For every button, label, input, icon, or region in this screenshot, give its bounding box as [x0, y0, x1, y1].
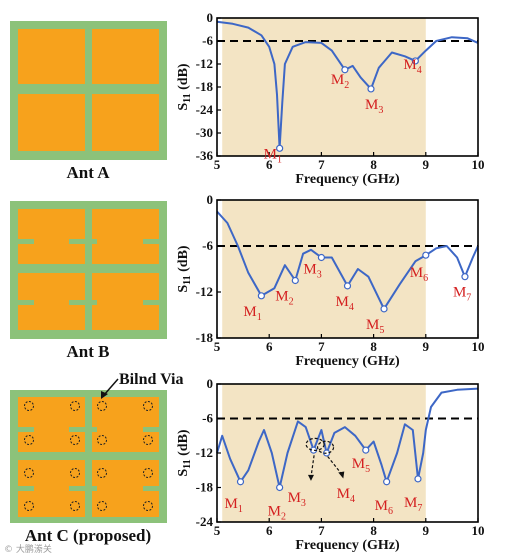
s11-chart-ant-b: 5 6 7 8 9 10 0 -6 -12 -18 Frequency (GHz) S11 (dB) M… [176, 192, 485, 369]
y-tick-label: 0 [207, 376, 214, 391]
antenna-a-patch-3 [18, 94, 85, 151]
y-axis-label: S11 (dB) [176, 63, 193, 111]
s11-chart-ant-a: 5 6 7 8 9 10 0 -6 -12 -18 -24 -30 -36 Frequency (GHz)… [176, 10, 485, 187]
antenna-b: Ant B [10, 201, 167, 361]
y-tick-label: 0 [207, 192, 214, 207]
antenna-b-patch-1 [18, 209, 85, 264]
marker-point [276, 483, 284, 492]
x-tick-label: 5 [214, 523, 221, 538]
x-tick-label: 8 [370, 339, 377, 354]
marker-point [461, 273, 469, 281]
x-tick-label: 8 [370, 523, 377, 538]
operating-band [222, 200, 426, 338]
x-tick-label: 10 [472, 339, 485, 354]
x-tick-label: 6 [266, 523, 273, 538]
antenna-a-patch-2 [92, 29, 159, 84]
y-axis-label: S11 (dB) [176, 429, 193, 477]
antenna-a-patch-1 [18, 29, 85, 84]
y-tick-label: -18 [196, 79, 214, 94]
y-tick-label: -12 [196, 445, 213, 460]
y-tick-label: -30 [196, 125, 213, 140]
marker-point [411, 57, 419, 65]
marker-point [236, 478, 245, 486]
marker-point [367, 85, 375, 93]
antenna-c-patch-1 [18, 397, 85, 452]
y-tick-label: 0 [207, 10, 214, 25]
antenna-c-slots [18, 427, 159, 491]
x-tick-label: 6 [266, 339, 273, 354]
x-tick-label: 6 [266, 157, 273, 172]
y-tick-label: -24 [196, 514, 214, 529]
antenna-b-slots [18, 239, 159, 305]
via-callout-arrow-icon [101, 378, 119, 399]
y-axis-label: S11 (dB) [176, 245, 193, 293]
y-tick-label: -12 [196, 284, 213, 299]
marker-point [362, 446, 370, 454]
y-tick-label: -18 [196, 480, 214, 495]
antenna-b-caption: Ant B [67, 342, 110, 361]
marker-label: M7 [453, 285, 471, 304]
x-axis-label: Frequency (GHz) [295, 354, 400, 369]
antenna-a-patch-4 [92, 94, 159, 151]
marker-point [383, 478, 391, 486]
marker-point [341, 66, 349, 74]
y-tick-label: -18 [196, 330, 214, 345]
x-tick-label: 10 [472, 523, 485, 538]
y-tick-label: -12 [196, 56, 213, 71]
s11-curve [216, 20, 479, 150]
operating-band [222, 18, 426, 156]
x-tick-label: 7 [318, 523, 325, 538]
x-tick-label: 5 [214, 157, 221, 172]
x-tick-label: 8 [370, 157, 377, 172]
x-tick-label: 9 [423, 523, 430, 538]
plot-frame [216, 199, 479, 339]
marker-point [276, 144, 284, 152]
marker-point [343, 282, 352, 290]
y-tick-label: -6 [202, 411, 213, 426]
antenna-a-caption: Ant A [67, 163, 111, 182]
x-axis-label: Frequency (GHz) [295, 172, 400, 187]
marker-point [422, 251, 430, 259]
antenna-b-patch-2 [92, 209, 159, 264]
via-callout-label: Bilnd Via [119, 371, 183, 388]
y-tick-label: -6 [202, 33, 213, 48]
marker-point [291, 276, 299, 285]
antenna-a: Ant A [10, 21, 167, 182]
x-axis-label: Frequency (GHz) [295, 538, 400, 553]
marker-point [317, 253, 325, 262]
marker-point [414, 475, 422, 483]
x-tick-label: 5 [214, 339, 221, 354]
s11-curve [216, 387, 479, 489]
y-tick-label: -6 [202, 238, 213, 253]
x-tick-label: 10 [472, 157, 485, 172]
antenna-c-patch-2 [92, 397, 159, 452]
s11-chart-ant-c: 5 6 7 8 9 10 0 -6 -12 -18 -24 Frequency (GHz) S11 (d… [176, 376, 485, 553]
mode-annotation [305, 437, 345, 481]
antenna-c-caption: Ant C (proposed) [25, 526, 151, 545]
y-tick-label: -24 [196, 102, 214, 117]
x-tick-label: 7 [318, 339, 325, 354]
blind-via-icons [24, 401, 153, 511]
x-tick-label: 9 [423, 339, 430, 354]
antenna-c: Bilnd Via Ant C (proposed) [10, 371, 183, 545]
x-tick-label: 9 [423, 157, 430, 172]
x-tick-label: 7 [318, 157, 325, 172]
marker-point [257, 292, 265, 300]
watermark: © 大鹏潫关 [4, 543, 52, 555]
y-tick-label: -36 [196, 148, 214, 163]
marker-point [380, 305, 388, 313]
